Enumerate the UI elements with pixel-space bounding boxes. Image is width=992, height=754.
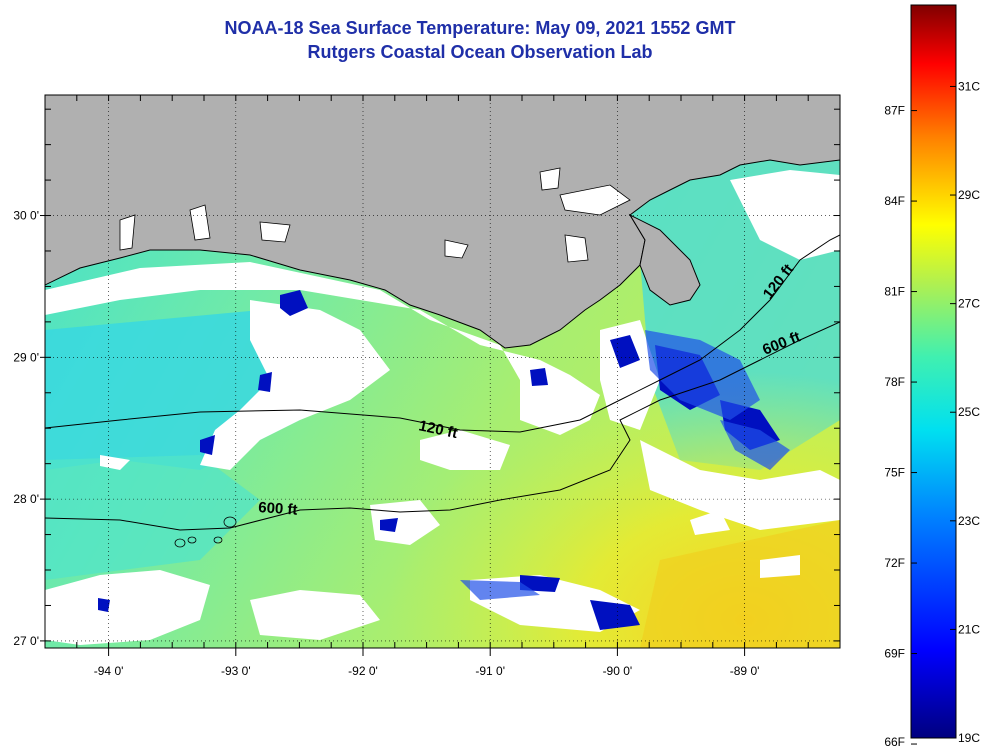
delta-land xyxy=(628,213,701,306)
colorbar-label-c: 19C xyxy=(958,731,980,745)
title-line-1: NOAA-18 Sea Surface Temperature: May 09,… xyxy=(224,18,736,38)
contour-label-600ft-west: 600 ft xyxy=(258,499,298,519)
colorbar-label-f: 69F xyxy=(884,647,905,661)
axis-ticks xyxy=(40,95,841,656)
colorbar-label-c: 29C xyxy=(958,188,980,202)
lon-tick-label: -92 0' xyxy=(348,664,378,678)
lon-tick-label: -89 0' xyxy=(730,664,760,678)
colorbar-fahrenheit-labels: 87F 84F 81F 78F 75F 72F 69F 66F xyxy=(884,104,905,749)
lat-tick-label: 30 0' xyxy=(13,209,39,223)
lat-tick-label: 29 0' xyxy=(13,350,39,364)
colorbar-label-f: 84F xyxy=(884,194,905,208)
colorbar-celsius-labels: 31C 29C 27C 25C 23C 21C 19C xyxy=(958,79,980,745)
contour-120ft xyxy=(45,234,840,433)
lon-tick-label: -94 0' xyxy=(94,664,124,678)
lon-tick-label: -93 0' xyxy=(221,664,251,678)
map-frame xyxy=(44,94,841,649)
lon-tick-label: -91 0' xyxy=(475,664,505,678)
lon-tick-label: -90 0' xyxy=(603,664,633,678)
graticule xyxy=(45,95,840,648)
land-mass xyxy=(45,95,840,349)
islets xyxy=(174,516,237,548)
title-line-2: Rutgers Coastal Ocean Observation Lab xyxy=(307,42,653,62)
colorbar-label-f: 87F xyxy=(884,104,905,118)
colorbar-label-f: 75F xyxy=(884,466,905,480)
colorbar-label-c: 27C xyxy=(958,297,980,311)
colorbar-label-f: 66F xyxy=(884,735,905,749)
colorbar-label-f: 81F xyxy=(884,285,905,299)
colorbar-label-f: 72F xyxy=(884,556,905,570)
colorbar-label-c: 31C xyxy=(958,79,980,93)
colorbar-label-f: 78F xyxy=(884,375,905,389)
warm-core xyxy=(640,520,840,648)
colorbar-label-c: 25C xyxy=(958,405,980,419)
cool-water-patches xyxy=(460,330,790,600)
colorbar-label-c: 21C xyxy=(958,622,980,636)
inland-water xyxy=(119,167,631,263)
axis-tick-labels: -94 0' -93 0' -92 0' -91 0' -90 0' -89 0' 27 0… xyxy=(13,209,759,678)
lat-tick-label: 27 0' xyxy=(13,634,39,648)
lat-tick-label: 28 0' xyxy=(13,492,39,506)
contour-600ft xyxy=(45,321,840,531)
colorbar xyxy=(910,4,957,739)
sst-field xyxy=(45,95,840,648)
colorbar-label-c: 23C xyxy=(958,514,980,528)
colorbar-ticks xyxy=(911,85,956,745)
map-title: NOAA-18 Sea Surface Temperature: May 09,… xyxy=(0,16,992,64)
